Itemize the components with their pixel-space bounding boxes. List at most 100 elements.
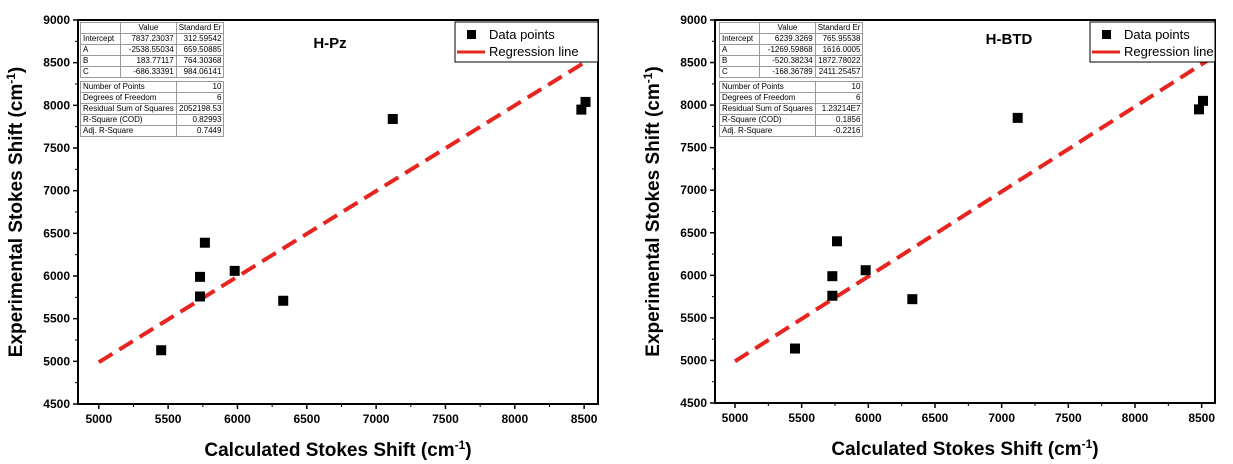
stats-cell: -686.33391	[120, 66, 177, 78]
x-tick-label: 6500	[922, 411, 949, 425]
stats-cell	[718, 22, 761, 34]
stats-cell: Degrees of Freedom	[719, 92, 816, 104]
y-tick-label: 5500	[680, 311, 707, 325]
stats-cell: -520.38234	[759, 55, 816, 67]
stats-cell: B	[79, 55, 122, 67]
stats-table: Value Standard Er Intercept 6239.3269 765.95…	[718, 22, 864, 137]
x-tick-label: 7500	[432, 412, 459, 426]
stats-cell: -168.36789	[759, 66, 816, 78]
y-tick-label: 7000	[680, 183, 707, 197]
stats-cell: Value	[759, 22, 816, 34]
stats-cell: 0.1856	[814, 114, 864, 126]
x-tick-label: 8500	[571, 412, 598, 426]
stats-cell: 1872.78022	[814, 55, 864, 67]
regression-line	[733, 57, 1211, 363]
stats-cell: 0.82993	[175, 114, 225, 126]
stats-row: Intercept 7837.23037 312.59542	[79, 33, 225, 45]
data-point	[580, 96, 591, 107]
stats-row: R-Square (COD) 0.82993	[80, 114, 225, 126]
stats-cell: R-Square (COD)	[719, 114, 816, 126]
stats-cell: 312.59542	[175, 33, 225, 45]
data-point	[199, 237, 210, 248]
x-tick-label: 5000	[85, 412, 112, 426]
legend: Data points Regression line	[454, 21, 599, 63]
chart-title: H-Pz	[313, 35, 346, 52]
legend-label: Data points	[489, 27, 555, 42]
stats-cell: Residual Sum of Squares	[80, 103, 177, 115]
data-point	[907, 294, 918, 305]
x-tick-label: 5000	[722, 411, 749, 425]
legend: Data points Regression line	[1089, 21, 1216, 63]
stats-cell: 10	[175, 81, 225, 93]
stats-cell: C	[79, 66, 122, 78]
stats-row: Value Standard Er	[718, 22, 864, 34]
stats-cell: 764.30368	[175, 55, 225, 67]
stats-cell: Adj. R-Square	[80, 125, 177, 137]
stats-cell: 1.23214E7	[814, 103, 864, 115]
stats-row: A -1269.59868 1616.0005	[718, 44, 864, 56]
chart-title: H-BTD	[986, 31, 1033, 48]
data-point	[790, 343, 800, 354]
stats-cell: -1269.59868	[759, 44, 816, 56]
chart-h-pz: 5000 5500 6000 6500 7000 7500 8000 8500 4500 5000…	[0, 0, 616, 464]
stats-cell: 2052198.53	[175, 103, 225, 115]
stats-cell: 6	[814, 92, 864, 104]
y-tick-label: 8500	[680, 56, 707, 70]
y-tick-label: 5000	[43, 354, 70, 368]
chart-h-btd: 5000 5500 6000 6500 7000 7500 8000 8500 4500 5000…	[617, 0, 1233, 464]
stats-row: A -2538.55034 659.50885	[79, 44, 225, 56]
y-tick-label: 6500	[43, 226, 70, 240]
y-tick-label: 6000	[43, 269, 70, 283]
legend-box	[454, 21, 599, 63]
data-point	[195, 271, 206, 282]
stats-cell: 183.77117	[120, 55, 177, 67]
stats-cell: A	[718, 44, 761, 56]
data-point	[1198, 95, 1208, 106]
stats-cell: Adj. R-Square	[719, 125, 816, 137]
legend-label: Regression line	[489, 44, 579, 59]
stats-row: Value Standard Er	[79, 22, 225, 34]
stats-cell: 7837.23037	[120, 33, 177, 45]
chart-svg: 5000 5500 6000 6500 7000 7500 8000 8500 4500 5000…	[4, 13, 599, 461]
x-tick-label: 7500	[1055, 411, 1082, 425]
x-axis-title: Calculated Stokes Shift (cm-1)	[831, 437, 1098, 460]
stats-row: C -686.33391 984.06141	[79, 66, 225, 78]
stats-row: Residual Sum of Squares 2052198.53	[80, 103, 225, 115]
data-point	[229, 265, 240, 276]
stats-cell: 659.50885	[175, 44, 225, 56]
stats-cell: -0.2216	[814, 125, 864, 137]
legend-point-symbol	[467, 30, 476, 39]
x-tick-label: 6500	[293, 412, 320, 426]
y-axis-title: Experimental Stokes Shift (cm-1)	[641, 66, 664, 356]
stats-cell: 6	[175, 92, 225, 104]
stats-cell: -2538.55034	[120, 44, 177, 56]
stats-row: B 183.77117 764.30368	[79, 55, 225, 67]
stats-row: R-Square (COD) 0.1856	[719, 114, 864, 126]
y-tick-label: 7500	[43, 141, 70, 155]
y-tick-label: 4500	[680, 396, 707, 410]
stats-row: Number of Points 10	[719, 81, 864, 93]
data-point	[827, 290, 838, 301]
y-tick-label: 8000	[680, 98, 707, 112]
y-axis-title: Experimental Stokes Shift (cm-1)	[4, 67, 27, 357]
stats-row: Residual Sum of Squares 1.23214E7	[719, 103, 864, 115]
x-tick-label: 5500	[788, 411, 815, 425]
stats-row: B -520.38234 1872.78022	[718, 55, 864, 67]
y-tick-label: 9000	[680, 13, 707, 27]
x-axis-title: Calculated Stokes Shift (cm-1)	[204, 438, 471, 461]
y-tick-label: 6500	[680, 226, 707, 240]
y-tick-label: 8000	[43, 98, 70, 112]
y-tick-label: 4500	[43, 397, 70, 411]
legend-box	[1089, 21, 1216, 63]
stats-row: Adj. R-Square 0.7449	[80, 125, 225, 137]
stats-cell: R-Square (COD)	[80, 114, 177, 126]
x-tick-label: 7000	[363, 412, 390, 426]
data-point	[860, 265, 871, 276]
data-point	[387, 113, 398, 124]
stats-cell	[79, 22, 122, 34]
x-tick-label: 8000	[1122, 411, 1149, 425]
stats-cell: Intercept	[79, 33, 122, 45]
stats-cell: B	[718, 55, 761, 67]
stats-cell: Standard Er	[814, 22, 864, 34]
x-tick-label: 7000	[988, 411, 1015, 425]
